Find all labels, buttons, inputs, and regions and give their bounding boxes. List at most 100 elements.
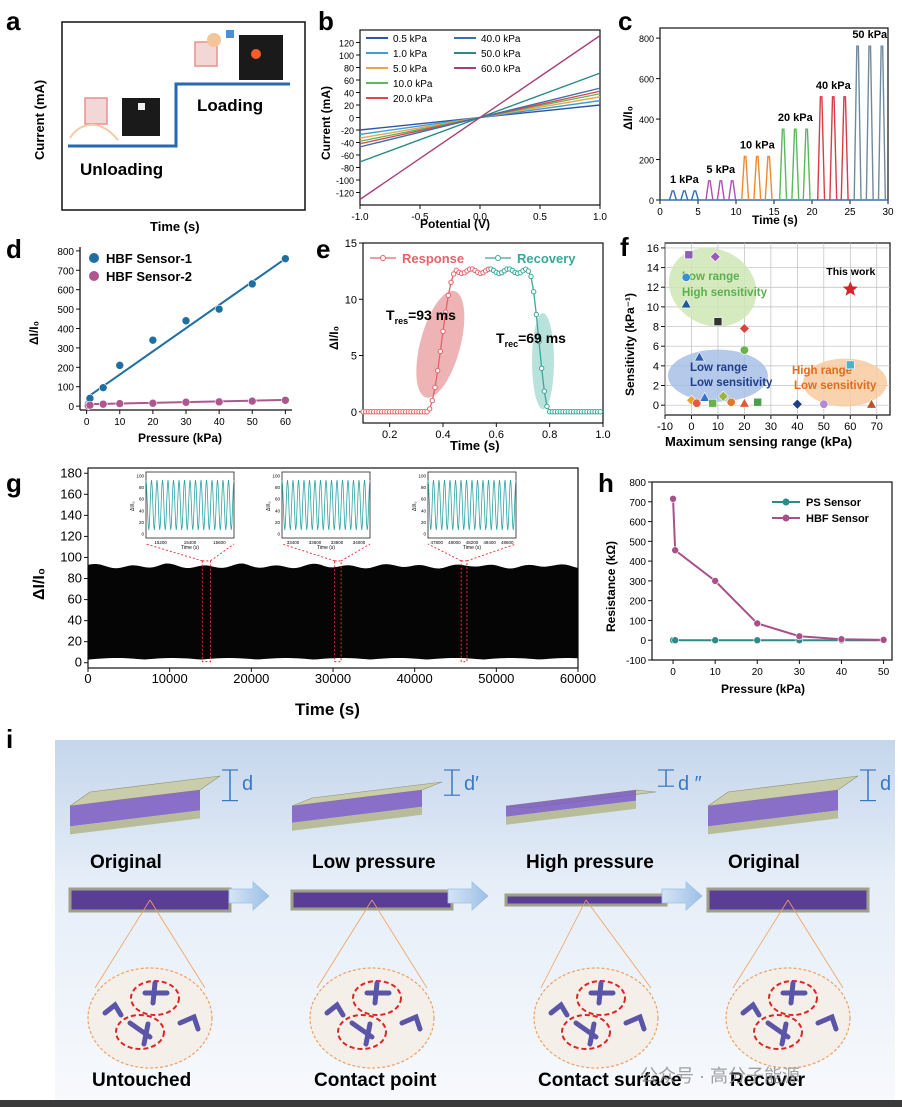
d-point [281,254,290,263]
h-ytick-label: 500 [629,537,646,548]
g-xtick-label: 10000 [152,671,188,686]
panel-a-xlabel: Time (s) [150,219,200,234]
h-point [753,619,762,628]
i-transition-arrow [661,881,703,911]
c-pressure-label: 20 kPa [778,112,814,124]
b-xtick-label: 0.5 [533,212,547,223]
c-ytick-label: 0 [649,196,654,206]
g-inset-ytick: 40 [275,508,281,513]
g-zoom-window [334,560,342,663]
h-xtick-label: 50 [878,667,890,678]
c-ytick-label: 200 [639,156,654,166]
g-inset-xtick: 48200 [466,540,479,545]
c-pulse [791,128,800,201]
f-literature-point [680,298,692,309]
f-literature-point [739,345,749,355]
e-response-point [445,292,452,299]
i-stage-caption: Untouched [92,1070,191,1091]
c-pulse [741,155,750,201]
b-ytick-label: -60 [341,151,354,161]
h-ytick-label: 600 [629,518,646,529]
d-xtick-label: 0 [84,417,90,428]
h-xtick-label: 30 [794,667,806,678]
g-ytick-label: 40 [68,613,82,628]
h-ytick-label: 300 [629,577,646,588]
f-ytick-label: 2 [653,381,659,393]
g-ytick-label: 160 [60,486,82,501]
b-legend-label: 5.0 kPa [393,64,427,75]
panel-letter-c: c [618,6,632,36]
b-series-line-8 [359,35,601,200]
f-literature-point [692,398,702,408]
e-legend-label: Response [402,251,464,266]
f-ytick-label: 0 [653,400,659,412]
g-inset-xtick: 48400 [483,540,496,545]
loaded-photo-led [251,49,261,59]
d-point [214,397,224,407]
f-ytick-label: 10 [647,302,659,314]
f-ytick-label: 12 [647,282,659,294]
i-zoom-line [732,899,789,989]
d-xtick-label: 50 [247,417,259,428]
c-pulse [680,190,689,201]
g-xtick-label: 30000 [315,671,351,686]
i-bottom-layer [708,810,838,835]
f-xtick-label: 60 [844,421,856,433]
d-point [115,399,125,408]
panel-letter-f: f [620,232,629,262]
g-xtick-label: 20000 [233,671,269,686]
d-xtick-label: 30 [180,417,192,428]
c-pulse [728,180,737,201]
b-legend-label: 0.5 kPa [393,34,427,45]
panel-b-ylabel: Current (mA) [319,86,333,160]
f-literature-point [699,391,711,402]
e-ytick-label: 0 [351,407,357,419]
i-zoom-circle [725,967,851,1069]
panel-c: c 0 5 10 15 20 25 30 0 200 400 600 800 1 kPa 5 kPa 10… [618,6,894,227]
d-ytick-label: 500 [57,305,74,316]
h-point [879,636,888,644]
e-response-point [429,397,436,404]
panel-a: a Loading Unloading Time (s) Current (mA… [6,6,306,234]
panel-a-frame [61,21,306,211]
f-literature-point [791,398,803,410]
f-region-label: Low sensitivity [690,377,773,389]
f-literature-point [726,397,736,407]
i-stage-1: d Original Untouched [68,769,253,1091]
finger-icon [207,33,221,47]
h-ytick-label: 0 [640,636,646,647]
f-region-label: Low sensitivity [794,380,877,392]
i-bottom-layer [506,800,636,825]
panel-g-ylabel: ΔI/I₀ [31,568,48,600]
f-xtick-label: 0 [688,421,694,433]
h-point [671,636,679,645]
g-inset-ytick: 20 [275,520,281,525]
c-xtick-label: 0 [657,207,663,218]
e-xtick-label: 0.6 [489,429,504,441]
i-zoom-line [787,899,844,989]
i-zoom-line [94,899,151,989]
g-ytick-label: 140 [60,507,82,522]
panel-c-ylabel: ΔI/I₀ [621,106,635,130]
b-ytick-label: -80 [341,164,354,174]
h-legend-label: HBF Sensor [806,513,870,525]
g-ytick-label: 0 [75,655,82,670]
e-annotation: Tres=93 ms [386,307,456,326]
loading-label: Loading [197,96,263,115]
panel-f-xlabel: Maximum sensing range (kPa) [665,434,852,449]
f-region-label: Low range [690,362,748,374]
g-inset-xtick: 15200 [154,540,167,545]
h-point [837,635,846,644]
g-zoom-connector [466,543,517,562]
f-xtick-label: -10 [657,421,673,433]
i-stage-title: Original [90,852,162,873]
d-legend-label: HBF Sensor-1 [106,251,192,266]
e-xtick-label: 0.4 [435,429,450,441]
i-top-layer [291,781,443,807]
g-inset-wave [145,479,235,531]
d-point [247,279,257,289]
f-literature-point [709,251,721,263]
b-xtick-label: 0.0 [473,212,487,223]
g-zoom-window [201,560,211,663]
i-contact-region [561,1014,611,1050]
